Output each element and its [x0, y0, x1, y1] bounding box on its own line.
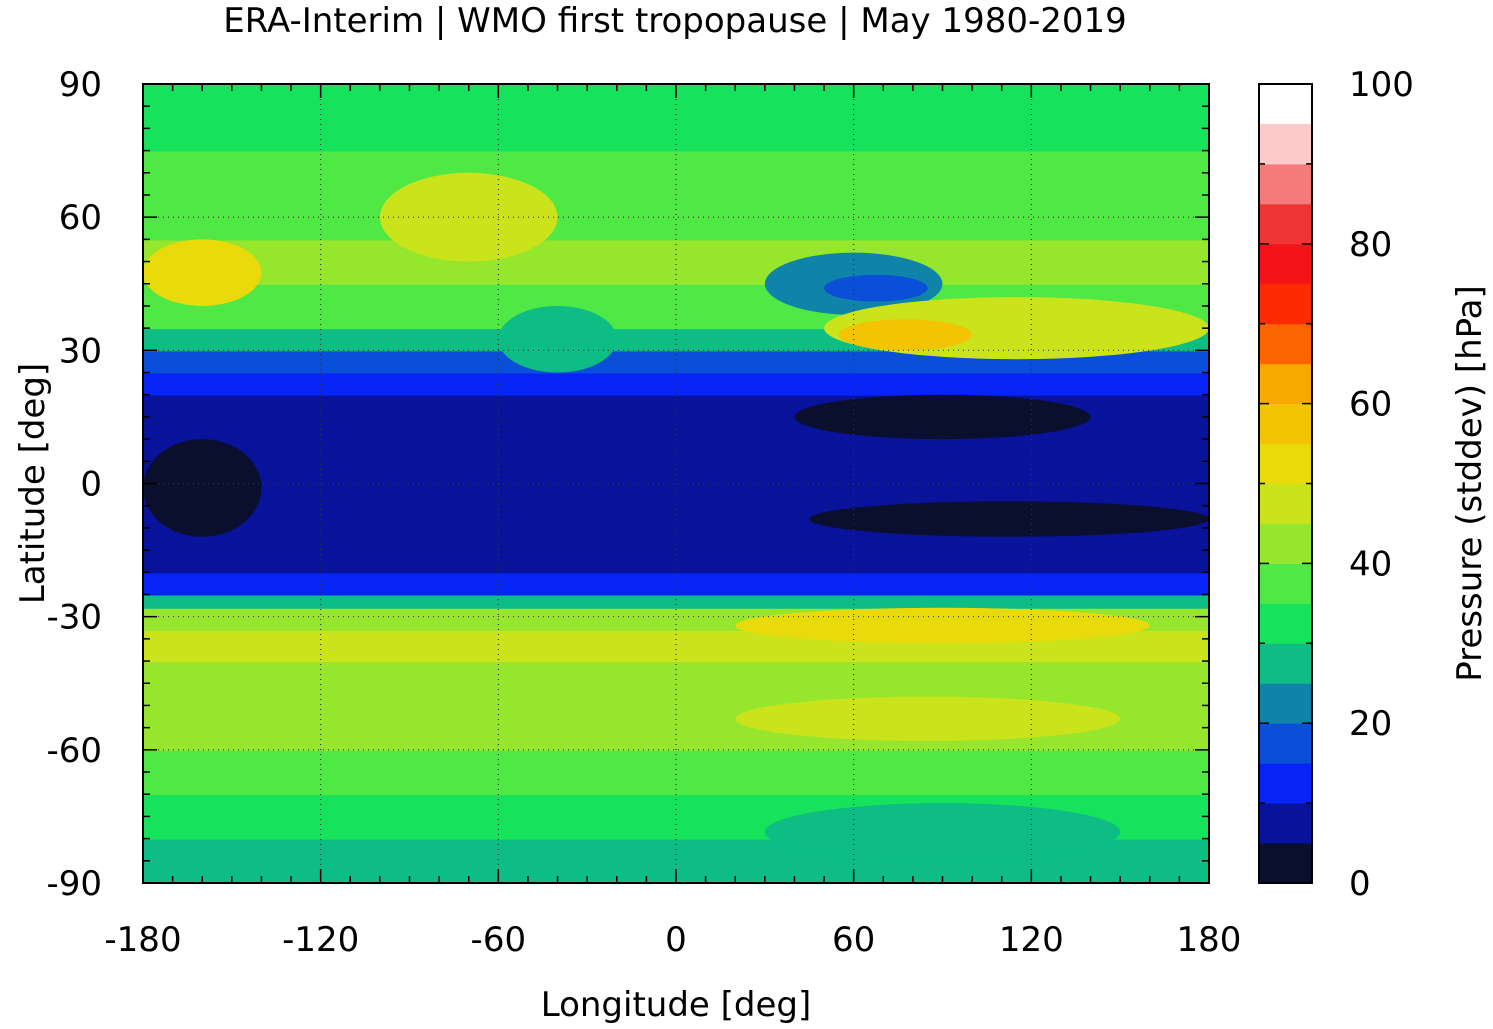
colorbar-level	[1259, 763, 1312, 804]
colorbar-level	[1259, 723, 1312, 764]
axis-ticks	[142, 83, 1210, 884]
map-field	[143, 84, 1209, 883]
colorbar-level	[1259, 443, 1312, 484]
x-tick-label: -60	[471, 920, 527, 960]
chart-title: ERA-Interim | WMO first tropopause | May…	[223, 1, 1127, 41]
zonal-band	[143, 749, 1209, 796]
colorbar-level	[1259, 243, 1312, 285]
colorbar-level	[1259, 843, 1312, 884]
zonal-band	[143, 661, 1209, 707]
x-axis-label: Longitude [deg]	[541, 985, 812, 1025]
colorbar-tick-labels: 0 20 40 60 80 100	[1349, 65, 1414, 904]
x-tick-label: -180	[104, 920, 181, 960]
region-himalaya-jet-core	[838, 319, 973, 351]
colorbar-level	[1259, 203, 1312, 245]
region-indian-ocean-south	[809, 501, 1209, 537]
colorbar-tick-label: 0	[1349, 864, 1371, 904]
colorbar-level	[1259, 403, 1312, 445]
zonal-band	[143, 439, 1209, 485]
zonal-band	[143, 194, 1209, 241]
region-antarctic-low	[764, 803, 1121, 861]
colorbar-level	[1259, 643, 1312, 684]
y-tick-label: 90	[59, 65, 102, 105]
region-south-indian-jet	[735, 607, 1150, 644]
colorbar-tick-label: 100	[1349, 65, 1414, 105]
y-tick-labels: -90 -60 -30 0 30 60 90	[46, 65, 102, 904]
x-tick-label: 0	[665, 920, 687, 960]
y-tick-label: 60	[59, 198, 102, 238]
zonal-band	[143, 239, 1209, 285]
zonal-band	[143, 150, 1209, 196]
colorbar-level	[1259, 163, 1312, 205]
region-north-atlantic-low	[498, 305, 617, 373]
x-tick-label: 180	[1177, 920, 1242, 960]
colorbar-level	[1259, 603, 1312, 644]
zonal-band	[143, 594, 1209, 609]
colorbar-level	[1259, 563, 1312, 604]
y-tick-label: 0	[80, 465, 102, 505]
x-tick-label: 120	[999, 920, 1064, 960]
colorbar-label: Pressure (stddev) [hPa]	[1450, 285, 1490, 681]
colorbar-tick-label: 20	[1349, 704, 1392, 744]
colorbar-level	[1259, 283, 1312, 325]
y-tick-label: -90	[46, 864, 102, 904]
colorbar-level	[1259, 483, 1312, 524]
colorbar-level	[1259, 363, 1312, 405]
colorbar-ticks	[1259, 83, 1312, 884]
colorbar-tick-label: 60	[1349, 385, 1392, 425]
colorbar-level	[1259, 123, 1312, 165]
x-tick-labels: -180 -120 -60 0 60 120 180	[104, 920, 1241, 960]
colorbar-level	[1259, 683, 1312, 724]
y-tick-label: 30	[59, 331, 102, 371]
region-central-asia-core	[824, 274, 928, 302]
region-west-pacific-north	[143, 239, 262, 306]
grid	[143, 84, 1209, 883]
region-india-north	[794, 394, 1091, 440]
colorbar-tick-label: 40	[1349, 544, 1392, 584]
colorbar-level	[1259, 803, 1312, 844]
x-tick-label: -120	[282, 920, 359, 960]
y-tick-label: -30	[46, 598, 102, 638]
colorbar-tick-label: 80	[1349, 225, 1392, 265]
y-axis-label: Latitude [deg]	[13, 363, 53, 604]
zonal-band	[143, 572, 1209, 596]
region-east-pacific-equator	[143, 439, 262, 537]
y-tick-label: -60	[46, 731, 102, 771]
colorbar-level	[1259, 523, 1312, 564]
x-tick-label: 60	[832, 920, 875, 960]
colorbar	[1258, 83, 1313, 884]
region-southern-ocean-band	[735, 696, 1121, 741]
colorbar-level	[1259, 323, 1312, 365]
